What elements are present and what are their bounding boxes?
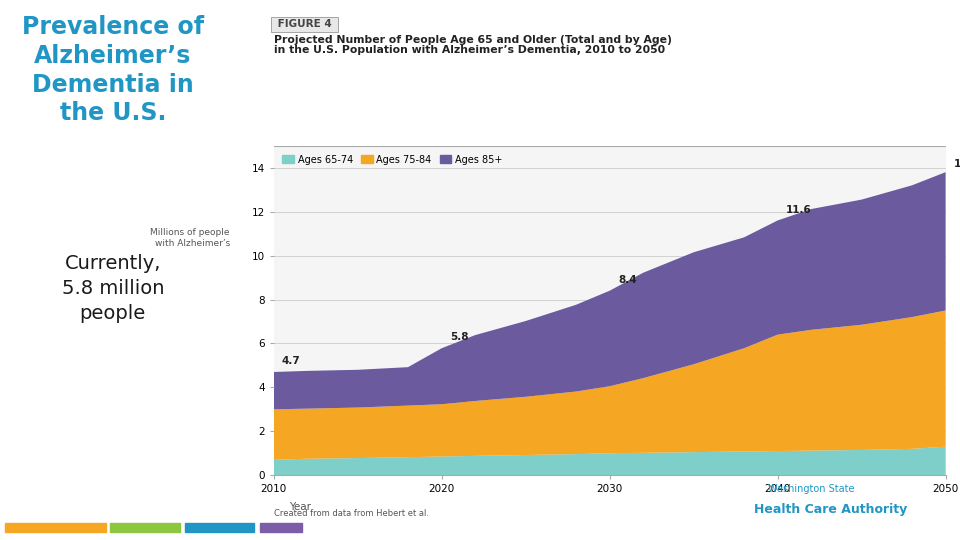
Text: Created from data from Hebert et al.: Created from data from Hebert et al. <box>274 509 428 518</box>
X-axis label: Year: Year <box>290 502 311 511</box>
Text: 4.7: 4.7 <box>282 356 300 367</box>
Legend: Ages 65-74, Ages 75-84, Ages 85+: Ages 65-74, Ages 75-84, Ages 85+ <box>278 151 506 168</box>
Text: Currently,
5.8 million
people: Currently, 5.8 million people <box>61 254 164 323</box>
Text: Health Care Authority: Health Care Authority <box>754 503 907 516</box>
Text: 5.8: 5.8 <box>450 332 468 342</box>
Text: Millions of people
with Alzheimer’s: Millions of people with Alzheimer’s <box>151 228 229 248</box>
Text: in the U.S. Population with Alzheimer’s Dementia, 2010 to 2050: in the U.S. Population with Alzheimer’s … <box>274 45 664 56</box>
Text: 13.8: 13.8 <box>954 159 960 169</box>
Text: FIGURE 4: FIGURE 4 <box>274 19 335 29</box>
Text: 11.6: 11.6 <box>786 205 812 215</box>
Text: Prevalence of
Alzheimer’s
Dementia in
the U.S.: Prevalence of Alzheimer’s Dementia in th… <box>22 15 204 125</box>
Text: 8.4: 8.4 <box>618 275 636 285</box>
Text: Washington State: Washington State <box>768 484 854 494</box>
Text: Projected Number of People Age 65 and Older (Total and by Age): Projected Number of People Age 65 and Ol… <box>274 35 671 45</box>
